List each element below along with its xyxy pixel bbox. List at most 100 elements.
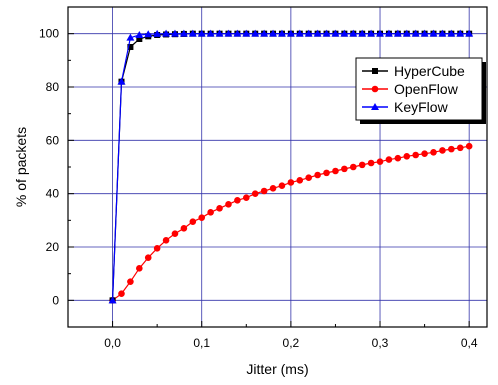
y-tick-label: 60 xyxy=(46,133,60,147)
y-tick-label: 20 xyxy=(46,240,60,254)
data-point xyxy=(206,29,215,37)
data-point xyxy=(242,29,251,37)
data-point xyxy=(411,29,420,37)
data-point xyxy=(367,159,375,167)
data-point xyxy=(197,29,206,37)
data-point xyxy=(295,29,304,37)
data-point xyxy=(456,29,465,37)
data-point xyxy=(456,144,464,152)
data-point xyxy=(349,163,357,171)
data-point xyxy=(322,29,331,37)
data-point xyxy=(269,29,278,37)
data-point xyxy=(278,182,286,189)
data-point xyxy=(420,29,429,37)
data-point xyxy=(269,185,277,192)
data-point xyxy=(180,225,188,232)
data-point xyxy=(215,29,224,37)
data-point xyxy=(207,209,214,216)
x-tick-label: 0,1 xyxy=(193,336,210,350)
data-point xyxy=(135,31,144,38)
data-point xyxy=(393,29,402,37)
data-point xyxy=(313,29,322,37)
y-tick-label: 0 xyxy=(52,293,59,307)
data-point xyxy=(367,29,376,37)
x-axis-title: Jitter (ms) xyxy=(246,361,308,377)
data-point xyxy=(385,156,393,163)
data-point xyxy=(296,177,304,184)
data-point xyxy=(372,68,378,74)
data-point xyxy=(371,103,379,110)
series-keyflow xyxy=(108,29,474,304)
data-point xyxy=(323,169,330,177)
data-point xyxy=(162,237,170,244)
data-point xyxy=(340,29,349,37)
data-point xyxy=(144,30,153,38)
data-point xyxy=(412,151,419,159)
data-point xyxy=(358,161,366,169)
data-point xyxy=(189,218,197,225)
data-point xyxy=(447,29,456,37)
data-point xyxy=(242,194,250,201)
data-point xyxy=(153,245,161,252)
data-point xyxy=(287,179,295,186)
data-point xyxy=(304,29,313,37)
data-point xyxy=(216,205,223,212)
data-point xyxy=(403,153,411,160)
y-tick-label: 40 xyxy=(46,187,60,201)
data-point xyxy=(127,44,134,50)
data-point xyxy=(144,254,152,261)
data-point xyxy=(233,29,242,37)
data-point xyxy=(251,190,259,197)
data-point xyxy=(225,201,232,208)
data-point xyxy=(162,29,171,37)
y-tick-label: 100 xyxy=(39,27,59,41)
data-point xyxy=(371,85,379,93)
legend-label: KeyFlow xyxy=(394,99,449,115)
data-point xyxy=(171,230,179,237)
data-point xyxy=(234,197,241,204)
data-point xyxy=(117,77,126,85)
data-point xyxy=(384,29,393,37)
data-point xyxy=(465,29,474,37)
data-point xyxy=(314,171,321,179)
data-point xyxy=(108,296,117,304)
data-point xyxy=(438,29,447,37)
data-point xyxy=(170,29,179,37)
data-point xyxy=(332,167,339,175)
data-point xyxy=(251,29,260,37)
data-point xyxy=(286,29,295,37)
data-point xyxy=(224,29,233,37)
data-point xyxy=(448,145,455,153)
data-point xyxy=(277,29,286,37)
data-point xyxy=(358,29,367,37)
data-point xyxy=(127,278,134,285)
data-point xyxy=(260,187,268,195)
y-axis-title: % of packets xyxy=(13,127,29,207)
data-point xyxy=(376,29,385,37)
x-tick-label: 0,0 xyxy=(104,336,121,350)
data-point xyxy=(136,36,143,42)
data-point xyxy=(136,265,143,272)
data-point xyxy=(188,29,197,37)
data-point xyxy=(430,149,437,156)
data-point xyxy=(305,174,313,181)
x-tick-label: 0,2 xyxy=(283,336,300,350)
y-tick-label: 80 xyxy=(46,80,60,94)
data-point xyxy=(421,150,428,157)
data-point xyxy=(179,29,188,37)
legend: HyperCube OpenFlow KeyFlow xyxy=(355,57,486,124)
data-point xyxy=(349,29,358,37)
data-point xyxy=(429,29,438,37)
data-point xyxy=(198,214,206,221)
x-tick-label: 0,4 xyxy=(461,336,478,350)
data-point xyxy=(394,154,402,162)
data-point xyxy=(439,147,446,154)
data-point xyxy=(341,165,348,173)
legend-label: HyperCube xyxy=(394,63,465,79)
x-tick-label: 0,3 xyxy=(372,336,389,350)
data-point xyxy=(376,158,384,165)
data-point xyxy=(126,33,135,41)
data-point xyxy=(153,29,162,37)
